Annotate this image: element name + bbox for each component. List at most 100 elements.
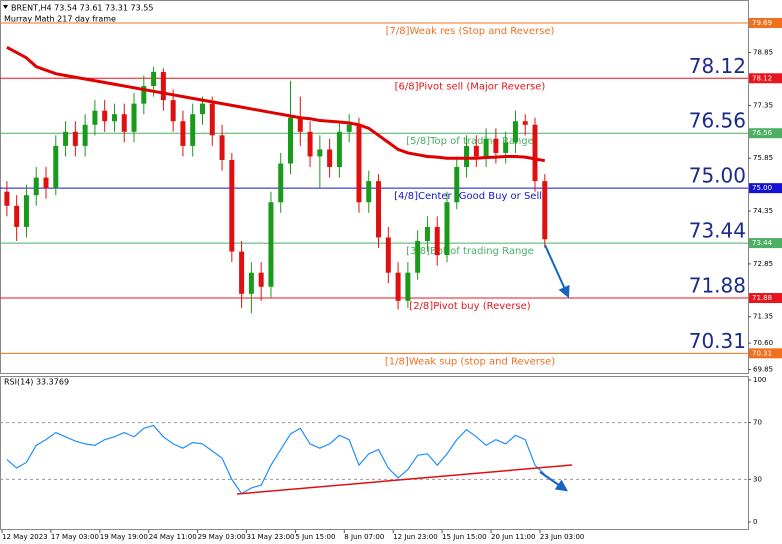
chart-title: BRENT,H4 73.54 73.61 73.31 73.55	[11, 4, 153, 13]
level-price: 76.56	[689, 109, 746, 133]
candle-body	[356, 124, 362, 203]
candle-body	[170, 100, 176, 122]
y-tick-label: 71.35	[753, 313, 773, 321]
candle-body	[111, 114, 117, 122]
y-tick-label: 75.85	[753, 154, 773, 162]
axis-price-box	[749, 293, 782, 304]
candle-body	[180, 121, 186, 146]
y-tick-label: 77.35	[753, 101, 773, 109]
axis-price-box	[749, 348, 782, 359]
candle-body	[63, 131, 69, 146]
candle-body	[160, 71, 166, 101]
candle-body	[483, 138, 489, 157]
candle-body	[366, 181, 372, 203]
candle-body	[317, 149, 323, 157]
y-tick-label: 70.60	[753, 339, 773, 347]
candle-body	[268, 202, 274, 287]
axis-price-label: 70.31	[752, 349, 772, 357]
candle-body	[141, 86, 147, 104]
candle-body	[72, 131, 78, 146]
level-price: 71.88	[689, 274, 746, 298]
axis-price-box	[749, 183, 782, 194]
price-pane	[0, 0, 749, 374]
candle-body	[424, 226, 430, 241]
candle-body	[53, 145, 59, 189]
level-label: [7/8]Weak res (Stop and Reverse)	[386, 26, 555, 37]
axis-price-box	[749, 73, 782, 84]
y-tick-label: 72.85	[753, 260, 773, 268]
candle-body	[346, 124, 352, 132]
candle-body	[4, 191, 10, 206]
candle-body	[454, 167, 460, 203]
axis-price-label: 78.12	[752, 74, 772, 82]
candle-body	[278, 163, 284, 203]
level-price: 78.12	[689, 54, 746, 78]
axis-price-label: 71.88	[752, 294, 772, 302]
y-tick-label: 30	[753, 475, 762, 483]
candle-body	[512, 121, 518, 143]
candle-body	[532, 124, 538, 182]
x-tick-label: 31 May 23:00	[247, 533, 295, 541]
level-label: [6/8]Pivot sell (Major Reverse)	[395, 81, 546, 92]
candle-body	[415, 240, 421, 273]
x-tick-label: 15 Jun 15:00	[442, 533, 486, 541]
rsi-title: RSI(14) 33.3769	[4, 378, 69, 387]
candle-body	[473, 145, 479, 157]
candle-body	[23, 195, 29, 227]
candle-body	[307, 131, 313, 157]
x-tick-label: 12 May 2023	[2, 533, 48, 541]
candle-body	[229, 159, 235, 252]
axis-price-box	[749, 128, 782, 139]
x-tick-label: 20 Jun 11:00	[491, 533, 535, 541]
x-tick-label: 5 Jun 15:00	[295, 533, 335, 541]
candle-body	[131, 103, 137, 132]
candle-body	[444, 202, 450, 256]
forecast-arrow	[544, 244, 570, 299]
candle-body	[151, 71, 157, 87]
level-label: [4/8]Center (Good Buy or Sell)	[394, 191, 546, 202]
level-label: [2/8]Pivot buy (Reverse)	[409, 301, 531, 312]
rsi-pane	[0, 376, 749, 530]
candle-body	[522, 121, 528, 125]
axis-price-label: 76.56	[752, 129, 773, 137]
x-tick-label: 12 Jun 23:00	[393, 533, 437, 541]
rsi-trendline	[236, 464, 573, 495]
annotations	[236, 244, 573, 495]
candle-body	[43, 177, 49, 189]
candle-body	[209, 103, 215, 136]
y-tick-label: 78.85	[753, 49, 773, 57]
candle-body	[82, 124, 88, 146]
candle-body	[248, 272, 254, 294]
candle-body	[297, 117, 303, 132]
candle-body	[239, 251, 245, 294]
candle-body	[542, 181, 548, 240]
level-label: [3/8]Bot of trading Range	[406, 246, 534, 257]
candle-body	[327, 149, 333, 168]
candle-body	[288, 117, 294, 164]
candle-body	[92, 110, 98, 125]
x-tick-label: 29 May 03:00	[198, 533, 246, 541]
y-tick-label: 70	[753, 419, 762, 427]
axis-price-label: 79.69	[752, 19, 772, 27]
y-tick-label: 69.85	[753, 366, 773, 374]
candle-body	[336, 131, 342, 168]
level-price: 73.44	[689, 219, 746, 243]
candle-body	[395, 272, 401, 301]
rsi-arrow	[539, 471, 568, 492]
y-tick-label: 74.35	[753, 207, 773, 215]
level-label: [1/8]Weak sup (stop and Reverse)	[385, 356, 555, 367]
x-tick-label: 23 Jun 03:00	[540, 533, 584, 541]
candle-body	[121, 114, 127, 132]
level-price: 70.31	[689, 329, 746, 353]
y-tick-label: 0	[753, 518, 757, 526]
moving-average	[6, 45, 546, 163]
axis-price-label: 73.44	[752, 239, 773, 247]
chart-subtitle: Murray Math 217 day frame	[4, 15, 116, 24]
level-label: [5/8]Top of trading Range	[406, 136, 534, 147]
candle-body	[434, 226, 440, 256]
candle-body	[33, 177, 39, 196]
x-tick-label: 8 Jun 07:00	[344, 533, 384, 541]
candle-body	[199, 103, 205, 115]
